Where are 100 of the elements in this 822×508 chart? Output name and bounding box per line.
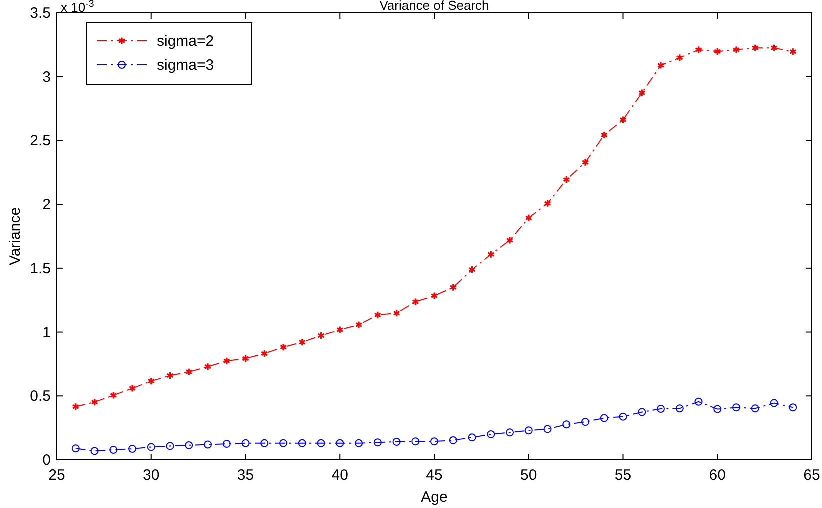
x-tick-label: 35: [237, 467, 254, 484]
point: [525, 214, 533, 222]
point: [524, 426, 533, 435]
point: [355, 439, 363, 448]
x-tick-label: 55: [614, 467, 632, 484]
point: [657, 61, 665, 70]
point: [582, 418, 590, 426]
point: [619, 412, 628, 421]
point: [298, 439, 306, 448]
point: [714, 405, 722, 414]
x-tick-label: 45: [426, 467, 443, 484]
point: [72, 402, 80, 411]
point: [222, 440, 231, 448]
point: [148, 377, 156, 386]
point: [204, 440, 212, 449]
point: [676, 404, 684, 413]
point: [449, 436, 458, 444]
y-tick-label: 3.5: [30, 5, 51, 22]
point: [789, 404, 798, 412]
point: [751, 404, 760, 413]
x-tick-label: 30: [143, 467, 160, 484]
point: [430, 438, 438, 446]
point: [582, 158, 590, 167]
point: [695, 46, 702, 54]
point: [430, 292, 438, 300]
point: [714, 48, 722, 56]
point: [487, 430, 496, 438]
y-axis-title: Variance: [7, 207, 24, 266]
point: [90, 447, 99, 456]
point: [638, 408, 646, 416]
point: [562, 176, 570, 184]
point: [412, 298, 420, 306]
point: [789, 48, 797, 56]
y-tick-label: 1.5: [30, 260, 51, 278]
x-tick-label: 60: [709, 467, 726, 484]
point: [204, 362, 212, 371]
point: [185, 441, 194, 450]
point: [110, 391, 118, 400]
point: [412, 438, 420, 446]
point: [166, 372, 174, 380]
point: [392, 438, 401, 446]
point: [242, 439, 250, 448]
point: [657, 405, 665, 414]
x-tick-label: 40: [332, 467, 348, 484]
point: [694, 398, 703, 406]
point: [450, 283, 458, 292]
point: [676, 54, 684, 62]
point: [487, 250, 495, 259]
point: [91, 398, 98, 406]
point: [468, 266, 476, 274]
chart-title: Variance of Search: [380, 0, 490, 13]
legend-label: sigma=2: [157, 33, 214, 50]
y-tick-label: 2.5: [30, 132, 51, 150]
point: [223, 357, 231, 366]
point: [147, 443, 156, 452]
point: [544, 425, 552, 434]
legend-label: sigma=3: [157, 57, 214, 74]
point: [242, 354, 250, 363]
point: [336, 326, 344, 334]
point: [260, 439, 269, 448]
point: [72, 444, 80, 453]
point: [600, 131, 608, 140]
point: [260, 350, 268, 358]
point: [355, 320, 363, 330]
point: [280, 343, 288, 352]
point: [468, 434, 476, 442]
point: [638, 88, 646, 98]
point: [336, 439, 344, 448]
point: [317, 439, 326, 448]
x-axis-title: Age: [421, 489, 448, 506]
point: [506, 428, 514, 437]
y-tick-label: 2: [42, 196, 51, 214]
point: [544, 199, 552, 208]
point: [128, 384, 136, 393]
point: [128, 445, 136, 454]
point: [732, 46, 740, 54]
point: [770, 399, 778, 408]
point: [110, 446, 118, 454]
point: [185, 368, 193, 376]
point: [732, 404, 740, 412]
point: [752, 44, 760, 52]
x-tick-label: 65: [804, 467, 820, 484]
point: [318, 332, 325, 340]
x-tick-label: 25: [48, 467, 66, 484]
point: [506, 236, 514, 245]
y-tick-label: 3: [42, 68, 51, 86]
point: [166, 442, 174, 450]
point: [770, 44, 778, 52]
y-tick-label: 1: [42, 324, 51, 342]
point: [374, 438, 382, 447]
point: [562, 420, 571, 429]
annotation: x 10$^{-3}$: [61, 0, 94, 15]
point: [280, 439, 288, 448]
point: [600, 414, 608, 422]
y-tick-label: 0: [42, 452, 51, 469]
y-tick-label: 0.5: [30, 388, 51, 406]
point: [620, 116, 627, 124]
x-tick-label: 50: [520, 467, 538, 484]
point: [298, 338, 306, 346]
point: [393, 309, 400, 318]
